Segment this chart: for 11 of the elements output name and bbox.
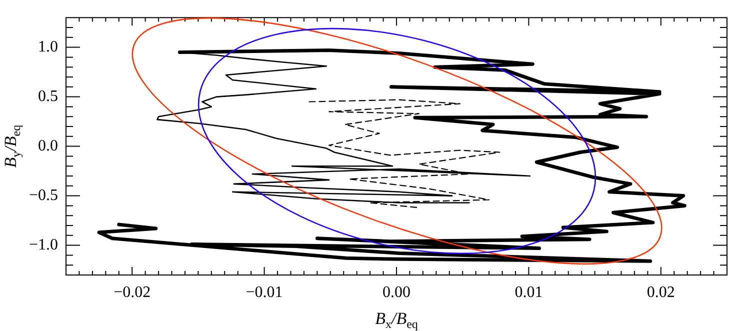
x-tick-label: 0.02 [646,284,675,301]
x-tick-label: 0.01 [514,284,543,301]
y-axis-title: By/Beq [1,124,23,168]
x-tick-label: −0.01 [246,284,283,301]
y-tick-label: 1.0 [38,38,58,56]
y-tick-label: −1.0 [28,236,58,254]
y-tick-label: 0.5 [38,88,58,106]
y-tick-label: −0.5 [28,187,58,204]
y-tick-label: 0.0 [38,138,58,155]
x-tick-label: 0.00 [382,284,410,301]
x-tick-label: −0.02 [114,284,151,301]
